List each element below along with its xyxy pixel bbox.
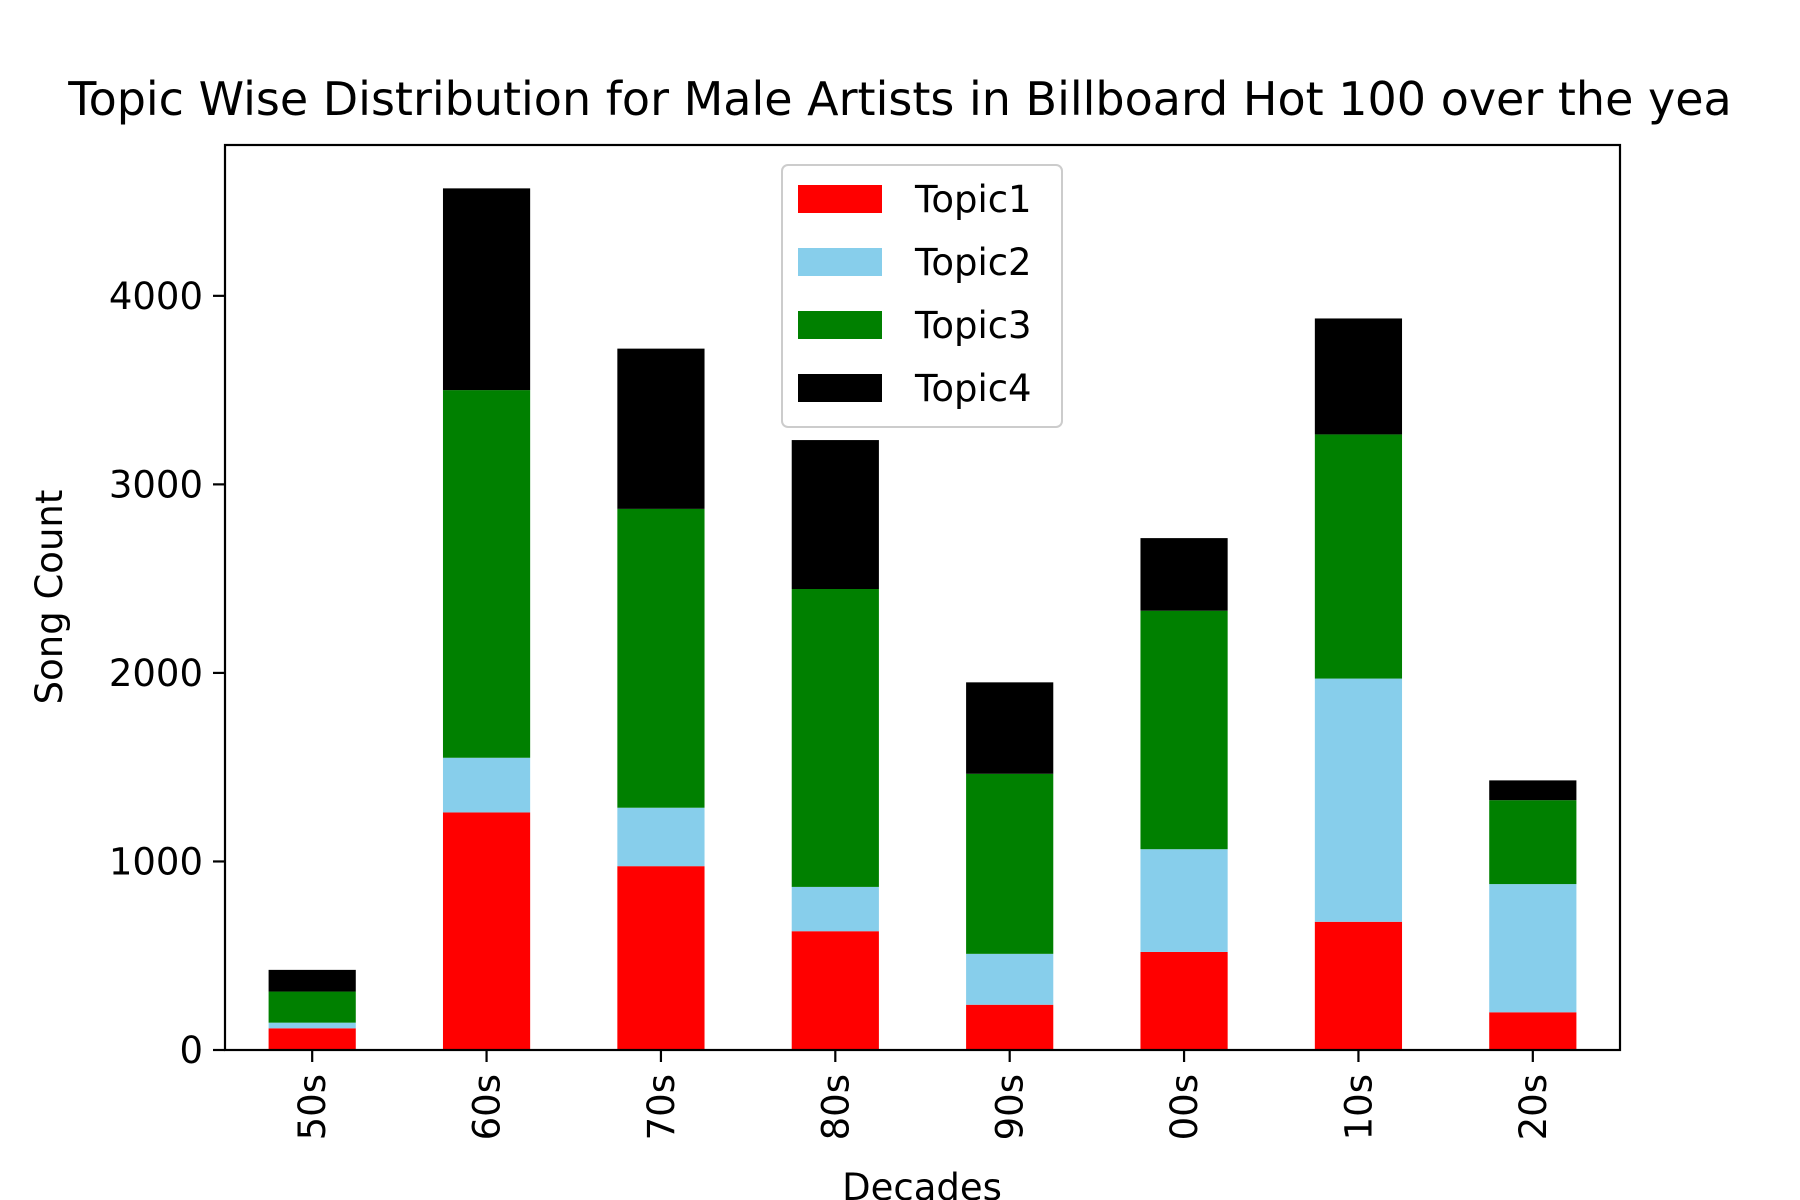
bar-70s-topic1 bbox=[617, 866, 705, 1050]
bar-50s-topic2 bbox=[268, 1022, 356, 1029]
bar-20s-topic1 bbox=[1489, 1012, 1577, 1050]
bar-50s-topic4 bbox=[268, 969, 356, 992]
bar-60s-topic3 bbox=[442, 390, 531, 758]
y-axis-label: Song Count bbox=[28, 490, 71, 705]
bar-80s-topic1 bbox=[791, 931, 879, 1050]
bar-50s-topic3 bbox=[268, 991, 356, 1023]
bar-90s-topic1 bbox=[966, 1004, 1054, 1050]
bar-10s-topic1 bbox=[1314, 921, 1403, 1050]
legend-swatch-topic1 bbox=[798, 185, 882, 213]
x-axis: 50s 60s 70s 80s 90s 00s 10s 20s bbox=[291, 1050, 1555, 1140]
legend-label-topic1: Topic1 bbox=[914, 178, 1032, 221]
bar-60s-topic4 bbox=[442, 188, 531, 391]
bars-layer bbox=[268, 188, 1577, 1050]
x-tick-label: 00s bbox=[1163, 1074, 1206, 1140]
legend-label-topic4: Topic4 bbox=[914, 367, 1032, 410]
bar-00s-topic4 bbox=[1140, 538, 1228, 611]
bar-10s-topic3 bbox=[1314, 434, 1403, 679]
x-axis-label: Decades bbox=[842, 1166, 1002, 1200]
bar-90s-topic2 bbox=[966, 953, 1054, 1005]
legend-label-topic3: Topic3 bbox=[914, 304, 1032, 347]
x-tick-label: 50s bbox=[291, 1074, 334, 1140]
legend-swatch-topic3 bbox=[798, 311, 882, 339]
bar-70s-topic2 bbox=[617, 807, 705, 867]
bar-90s-topic4 bbox=[966, 682, 1054, 774]
bar-80s-topic2 bbox=[791, 886, 879, 932]
legend-frame bbox=[781, 164, 1063, 428]
y-tick-label: 4000 bbox=[109, 275, 203, 318]
x-tick-label: 20s bbox=[1512, 1074, 1555, 1140]
bar-80s-topic4 bbox=[791, 440, 879, 590]
bar-70s-topic4 bbox=[617, 348, 705, 509]
bar-20s-topic4 bbox=[1489, 780, 1577, 801]
legend: Topic1 Topic2 Topic3 Topic4 bbox=[781, 164, 1063, 428]
y-tick-label: 0 bbox=[179, 1029, 203, 1072]
bar-80s-topic3 bbox=[791, 589, 879, 887]
legend-swatch-topic4 bbox=[798, 374, 882, 402]
bar-60s-topic1 bbox=[442, 812, 531, 1050]
bar-90s-topic3 bbox=[966, 773, 1054, 954]
chart-title: Topic Wise Distribution for Male Artists… bbox=[67, 72, 1731, 126]
x-tick-label: 80s bbox=[814, 1074, 857, 1140]
bar-10s-topic2 bbox=[1314, 678, 1403, 922]
bar-60s-topic2 bbox=[442, 757, 531, 813]
y-tick-label: 2000 bbox=[109, 652, 203, 695]
x-tick-label: 70s bbox=[640, 1074, 683, 1140]
x-tick-label: 60s bbox=[466, 1074, 509, 1140]
y-tick-label: 1000 bbox=[109, 840, 203, 883]
y-tick-label: 3000 bbox=[109, 463, 203, 506]
bar-00s-topic1 bbox=[1140, 951, 1228, 1050]
legend-swatch-topic2 bbox=[798, 248, 882, 276]
legend-label-topic2: Topic2 bbox=[914, 241, 1032, 284]
bar-10s-topic4 bbox=[1314, 318, 1403, 435]
bar-00s-topic2 bbox=[1140, 849, 1228, 952]
x-tick-label: 90s bbox=[989, 1074, 1032, 1140]
bar-00s-topic3 bbox=[1140, 610, 1228, 850]
bar-50s-topic1 bbox=[268, 1028, 356, 1050]
bar-70s-topic3 bbox=[617, 508, 705, 808]
plot-frame bbox=[223, 143, 1622, 1052]
bar-20s-topic2 bbox=[1489, 884, 1577, 1013]
y-axis: 0 1000 2000 3000 4000 bbox=[109, 275, 225, 1072]
bar-20s-topic3 bbox=[1489, 800, 1577, 885]
x-tick-label: 10s bbox=[1337, 1074, 1380, 1140]
